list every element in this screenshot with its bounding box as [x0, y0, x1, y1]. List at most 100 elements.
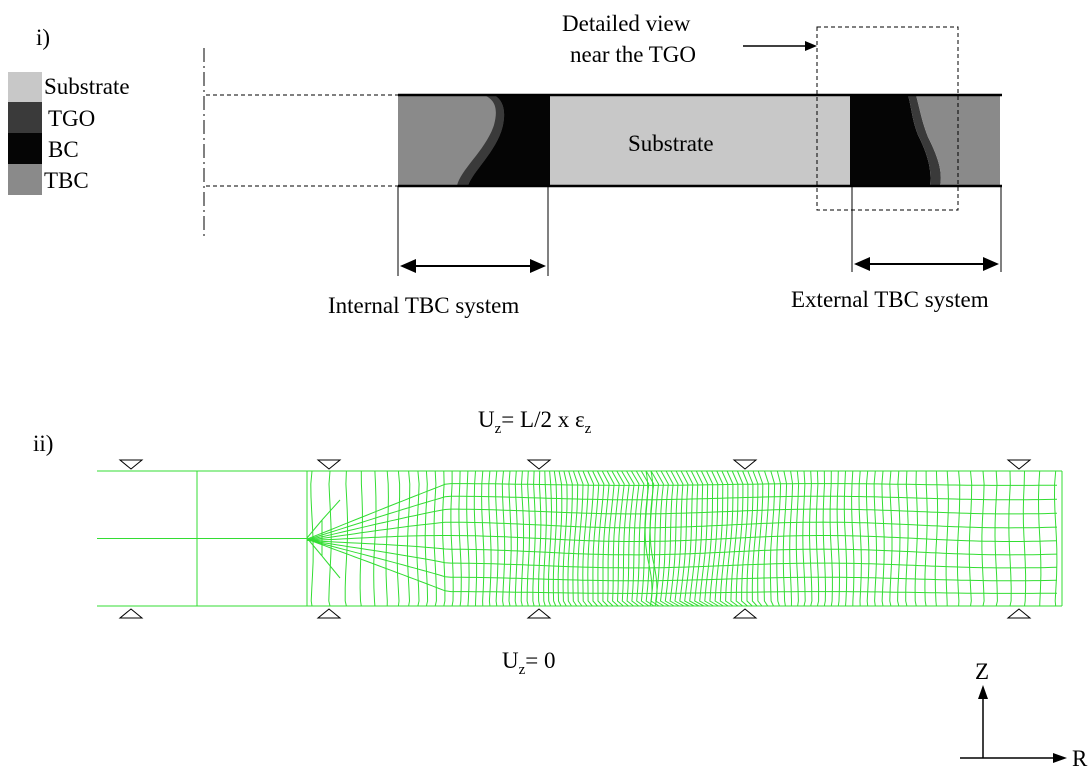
legend-swatch-bc — [8, 133, 42, 164]
mesh-column-line — [746, 470, 754, 607]
mesh-column-line — [822, 470, 827, 607]
mesh-column-line — [815, 470, 820, 607]
top-supports — [118, 459, 1032, 470]
mesh-column-line — [616, 470, 625, 607]
mesh-column-line — [709, 470, 719, 607]
mesh-column-line — [567, 470, 573, 607]
mesh-column-line — [1008, 470, 1012, 607]
mesh-column-line — [735, 470, 744, 607]
mesh-column-line — [508, 470, 512, 607]
panel-i-label: i) — [36, 25, 50, 50]
fe-mesh — [97, 470, 1063, 607]
mesh-column-line — [881, 470, 885, 607]
mesh-column-line — [587, 470, 595, 607]
mesh-column-line — [466, 470, 470, 607]
mesh-row-line — [306, 539, 1058, 556]
mesh-interface-curve — [644, 470, 653, 607]
mesh-row-line — [306, 538, 1057, 594]
top-support-1 — [118, 459, 144, 470]
mesh-column-line — [924, 470, 928, 607]
mesh-column-line — [606, 470, 615, 607]
mesh-column-line — [328, 470, 332, 607]
external-bc-layer — [850, 95, 931, 186]
mesh-column-line — [684, 470, 695, 607]
mesh-column-line — [889, 470, 893, 607]
mesh-row-line — [306, 508, 1058, 541]
mesh-transition-line — [306, 519, 323, 539]
mesh-column-line — [829, 470, 833, 607]
mesh-column-line — [808, 470, 813, 607]
coordinate-axes: Z R — [960, 659, 1088, 771]
mesh-column-line — [679, 470, 690, 607]
mesh-column-line — [473, 470, 478, 607]
mesh-column-line — [981, 470, 985, 607]
bottom-support-1 — [118, 608, 144, 619]
mesh-transition-line — [321, 499, 341, 521]
mesh-column-line — [626, 470, 635, 607]
mesh-column-line — [725, 470, 734, 607]
mesh-column-line — [385, 470, 389, 607]
mesh-column-line — [547, 470, 553, 607]
mesh-row-line — [306, 539, 1058, 569]
mesh-column-line — [557, 470, 563, 607]
mesh-column-line — [592, 470, 600, 607]
internal-tgo-layer — [457, 95, 505, 186]
external-dim-arrow-right — [983, 257, 999, 271]
legend-label-substrate: Substrate — [44, 74, 130, 99]
mesh-column-line — [514, 470, 519, 607]
mesh-column-line — [1053, 470, 1058, 607]
top-support-4 — [732, 459, 758, 470]
top-boundary-condition: Uz= L/2 x εz — [478, 407, 592, 437]
r-axis-arrow — [1053, 753, 1067, 763]
detailed-view-label-line1: Detailed view — [562, 11, 691, 36]
layered-strip — [398, 93, 1002, 188]
external-tbc-label: External TBC system — [791, 287, 989, 312]
mesh-column-line — [424, 470, 429, 607]
mesh-column-line — [1022, 470, 1027, 607]
mesh-column-line — [481, 470, 485, 607]
top-support-3 — [526, 459, 552, 470]
internal-bc-layer — [468, 95, 550, 186]
mesh-column-line — [601, 470, 610, 607]
mesh-column-line — [689, 470, 700, 607]
mesh-column-line — [741, 470, 749, 607]
mesh-column-line — [836, 470, 841, 607]
external-tgo-layer — [908, 95, 941, 186]
mesh-column-line — [344, 470, 349, 607]
mesh-row-line — [306, 539, 1058, 582]
mesh-column-line — [1037, 470, 1042, 607]
panel-ii-label: ii) — [33, 431, 53, 456]
internal-dim-arrow-right — [530, 259, 546, 273]
mesh-column-line — [851, 470, 855, 607]
mesh-column-line — [905, 470, 909, 607]
mesh-column-line — [577, 470, 584, 607]
top-support-2 — [316, 459, 342, 470]
mesh-column-line — [704, 470, 714, 607]
mesh-column-line — [359, 470, 363, 607]
substrate-label: Substrate — [628, 131, 714, 156]
legend-swatch-tgo — [8, 102, 42, 133]
mesh-column-line — [694, 470, 705, 607]
mesh-column-line — [659, 470, 670, 607]
mesh-column-line — [433, 470, 437, 607]
bottom-support-4 — [732, 608, 758, 619]
substrate-layer — [550, 95, 850, 186]
bottom-support-2 — [316, 608, 342, 619]
mesh-column-line — [757, 470, 764, 607]
mesh-column-line — [537, 470, 542, 607]
mesh-column-line — [802, 470, 806, 607]
mesh-column-line — [582, 470, 589, 607]
mesh-row-line — [306, 521, 1058, 541]
mesh-column-line — [373, 470, 377, 607]
mesh-transition-line — [306, 537, 323, 557]
mesh-column-line — [495, 470, 499, 607]
mesh-column-line — [769, 470, 776, 607]
mesh-column-line — [664, 470, 675, 607]
legend-label-tbc: TBC — [44, 168, 89, 193]
mesh-column-line — [310, 470, 314, 607]
mesh-column-line — [956, 470, 961, 607]
mesh-column-line — [621, 470, 630, 607]
mesh-column-line — [526, 470, 531, 607]
legend-swatch-substrate — [8, 72, 42, 102]
